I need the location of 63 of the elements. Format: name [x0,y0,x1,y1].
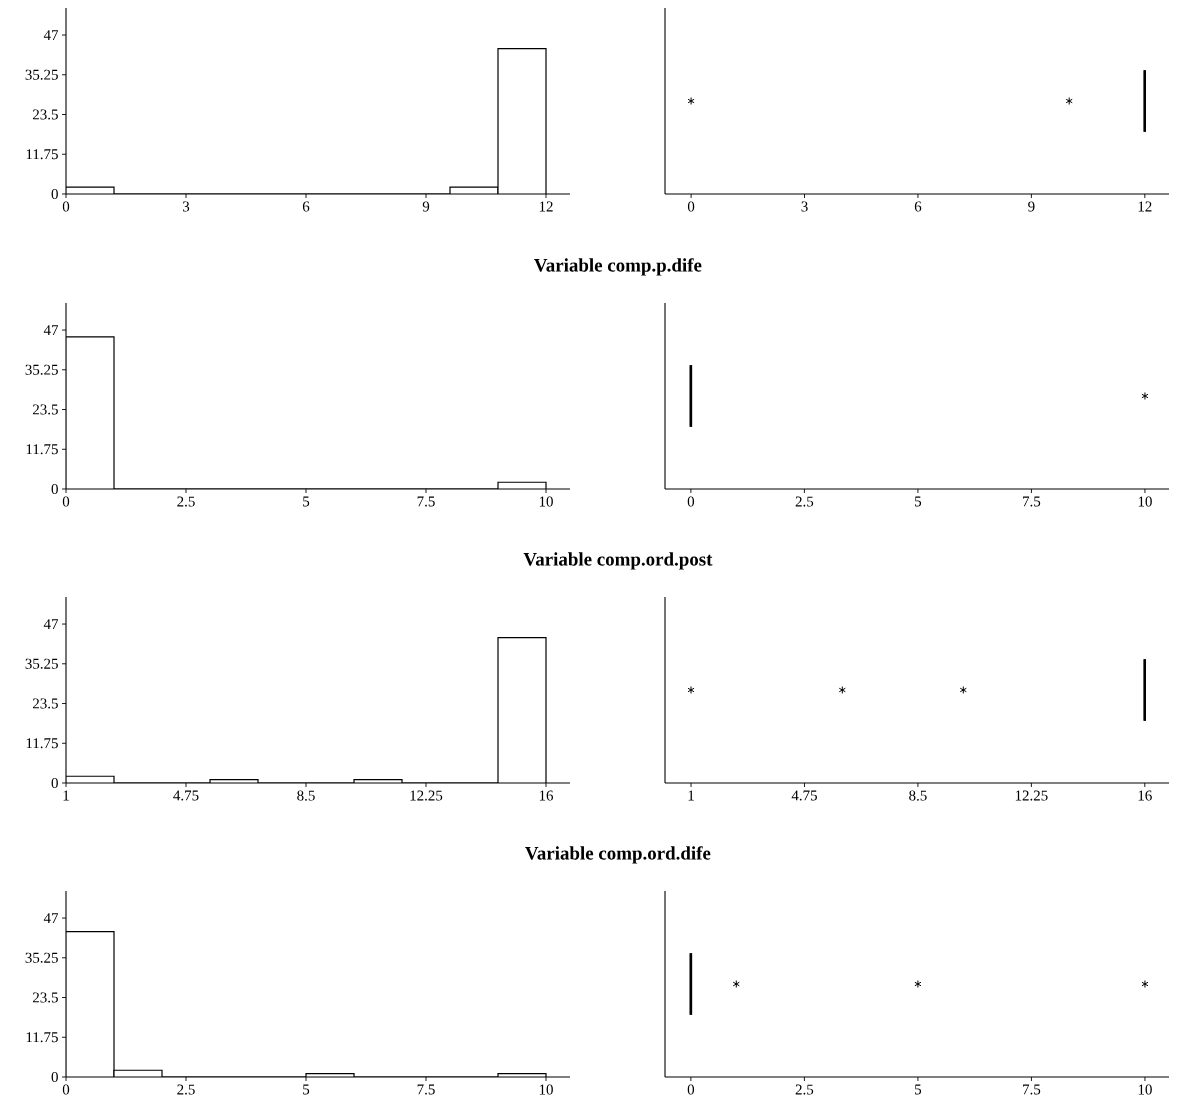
x-tick-label: 0 [62,1084,70,1095]
x-tick-label: 12 [1138,201,1152,212]
x-tick-label: 7.5 [417,1084,435,1095]
y-tick-label: 47 [43,913,59,923]
x-tick-label: 6 [914,201,922,212]
y-tick-label: 0 [51,483,58,495]
x-tick-label: 10 [539,1084,553,1095]
x-tick-label: 3 [182,201,190,212]
x-tick-label: 0 [62,496,70,507]
y-tick-label: 0 [51,777,58,789]
x-tick-label: 5 [915,496,922,507]
x-tick-label: 10 [1138,1084,1152,1095]
y-tick-label: 11.75 [26,444,58,455]
x-tick-label: 2.5 [795,496,814,507]
x-tick-label: 12.25 [1015,790,1048,801]
y-tick-label: 11.75 [26,149,58,160]
y-tick-label: 23.5 [32,992,58,1003]
y-tick-label: 35.25 [25,69,58,80]
y-tick-label: 23.5 [32,109,58,120]
x-tick-label: 5 [303,1084,310,1095]
x-tick-label: 0 [62,201,70,212]
x-tick-label: 12 [539,201,553,212]
x-tick-label: 7.5 [1023,496,1041,507]
x-tick-label: 7.5 [417,496,435,507]
y-tick-label: 47 [43,325,59,335]
y-tick-label: 35.25 [25,658,58,669]
x-tick-label: 12.25 [410,790,443,801]
x-tick-label: 6 [302,201,310,212]
x-tick-label: 2.5 [177,496,195,507]
y-tick-label: 23.5 [32,404,58,415]
x-tick-label: 8.5 [909,790,927,801]
x-tick-label: 4.75 [791,790,817,801]
x-tick-label: 16 [1138,790,1152,801]
x-tick-label: 9 [422,201,430,212]
y-tick-label: 35.25 [25,952,58,963]
x-tick-label: 0 [687,1084,695,1095]
y-tick-label: 11.75 [26,738,58,749]
x-tick-label: 5 [303,496,310,507]
x-tick-label: 0 [687,496,695,507]
y-tick-label: 35.25 [25,364,58,375]
x-tick-label: 2.5 [177,1084,195,1095]
x-tick-label: 1 [688,790,694,801]
x-tick-label: 5 [915,1084,922,1095]
x-tick-label: 16 [539,790,554,801]
x-tick-label: 7.5 [1023,1084,1041,1095]
text: Variable comp.ord.post [523,552,713,570]
text: Variable comp.p.dife [534,258,702,276]
x-tick-label: 1 [63,790,69,801]
x-tick-label: 4.75 [173,790,199,801]
x-tick-label: 9 [1028,201,1035,212]
y-tick-label: 11.75 [26,1032,58,1043]
y-tick-label: 23.5 [32,698,58,709]
x-tick-label: 10 [539,496,553,507]
y-tick-label: 47 [43,30,59,40]
text: Variable comp.ord.dife [525,846,711,864]
x-tick-label: 0 [687,201,695,212]
x-tick-label: 10 [1138,496,1152,507]
y-tick-label: 0 [51,1071,58,1083]
x-tick-label: 8.5 [297,790,315,801]
x-tick-label: 3 [801,201,808,212]
y-tick-label: 0 [51,188,58,200]
y-tick-label: 47 [43,619,59,629]
x-tick-label: 2.5 [795,1084,814,1095]
